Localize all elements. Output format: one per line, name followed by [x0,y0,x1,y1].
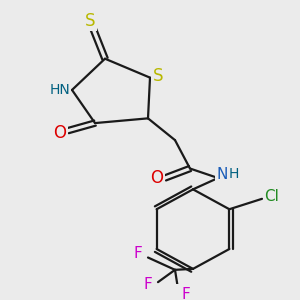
Text: F: F [182,287,190,300]
Text: S: S [153,67,163,85]
Text: O: O [53,124,67,142]
Text: O: O [151,169,164,187]
Text: S: S [85,12,95,30]
Text: H: H [229,167,239,181]
Text: Cl: Cl [265,189,279,204]
Text: N: N [216,167,228,182]
Text: F: F [134,246,142,261]
Text: HN: HN [50,83,70,97]
Text: F: F [144,277,152,292]
